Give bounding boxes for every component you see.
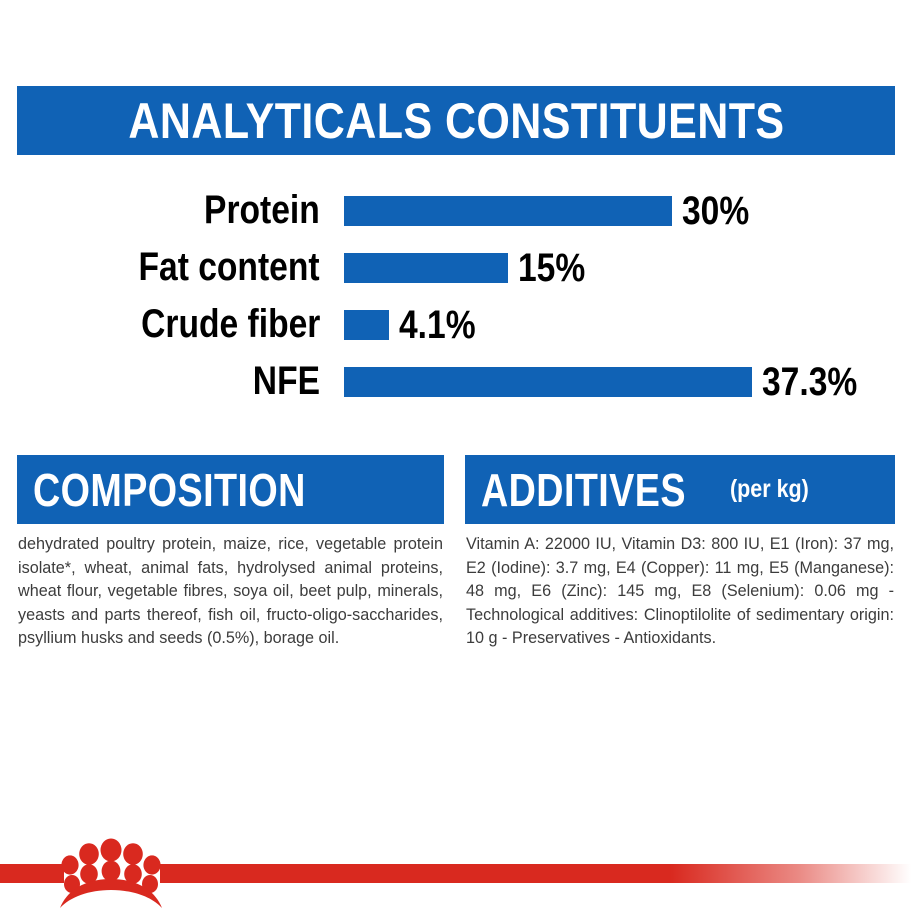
footer-rule-left (0, 864, 64, 883)
chart-row-crude-fiber: Crude fiber 4.1% (0, 296, 911, 353)
chart-row-nfe: NFE 37.3% (0, 353, 911, 410)
chart-row-protein: Protein 30% (0, 182, 911, 239)
composition-panel: COMPOSITION dehydrated poultry protein, … (17, 455, 444, 651)
page-title: ANALYTICALS CONSTITUENTS (127, 92, 785, 149)
chart-bar-nfe (344, 366, 752, 397)
footer-rule-right (160, 864, 911, 883)
analyticals-constituents-chart: Protein 30% Fat content 15% Crude fiber … (0, 182, 911, 410)
composition-body-text: dehydrated poultry protein, maize, rice,… (18, 535, 443, 647)
additives-title: ADDITIVES (481, 463, 686, 516)
analyticals-constituents-header: ANALYTICALS CONSTITUENTS (17, 86, 895, 155)
additives-body-text: Vitamin A: 22000 IU, Vitamin D3: 800 IU,… (466, 535, 894, 647)
footer (0, 835, 911, 911)
additives-panel: ADDITIVES (per kg) Vitamin A: 22000 IU, … (465, 455, 895, 651)
chart-label-fat-content: Fat content (138, 245, 320, 289)
additives-title-unit: (per kg) (729, 475, 809, 503)
chart-label-nfe: NFE (252, 359, 320, 403)
chart-bar-crude-fiber (344, 309, 389, 340)
chart-value-nfe: 37.3% (761, 359, 857, 404)
composition-header: COMPOSITION (17, 455, 444, 524)
chart-label-protein: Protein (204, 188, 320, 232)
chart-value-fat-content: 15% (517, 245, 586, 290)
composition-title: COMPOSITION (33, 463, 306, 516)
chart-track-nfe: 37.3% (344, 353, 875, 410)
chart-value-protein: 30% (681, 188, 750, 233)
chart-track-crude-fiber: 4.1% (344, 296, 490, 353)
chart-bar-fat-content (344, 252, 508, 283)
chart-track-protein: 30% (344, 182, 762, 239)
royal-canin-crown-logo (60, 838, 162, 908)
chart-bar-protein (344, 195, 672, 226)
chart-row-fat-content: Fat content 15% (0, 239, 911, 296)
chart-label-crude-fiber: Crude fiber (140, 302, 320, 346)
additives-header: ADDITIVES (per kg) (465, 455, 895, 524)
chart-track-fat-content: 15% (344, 239, 598, 296)
chart-value-crude-fiber: 4.1% (398, 302, 476, 347)
